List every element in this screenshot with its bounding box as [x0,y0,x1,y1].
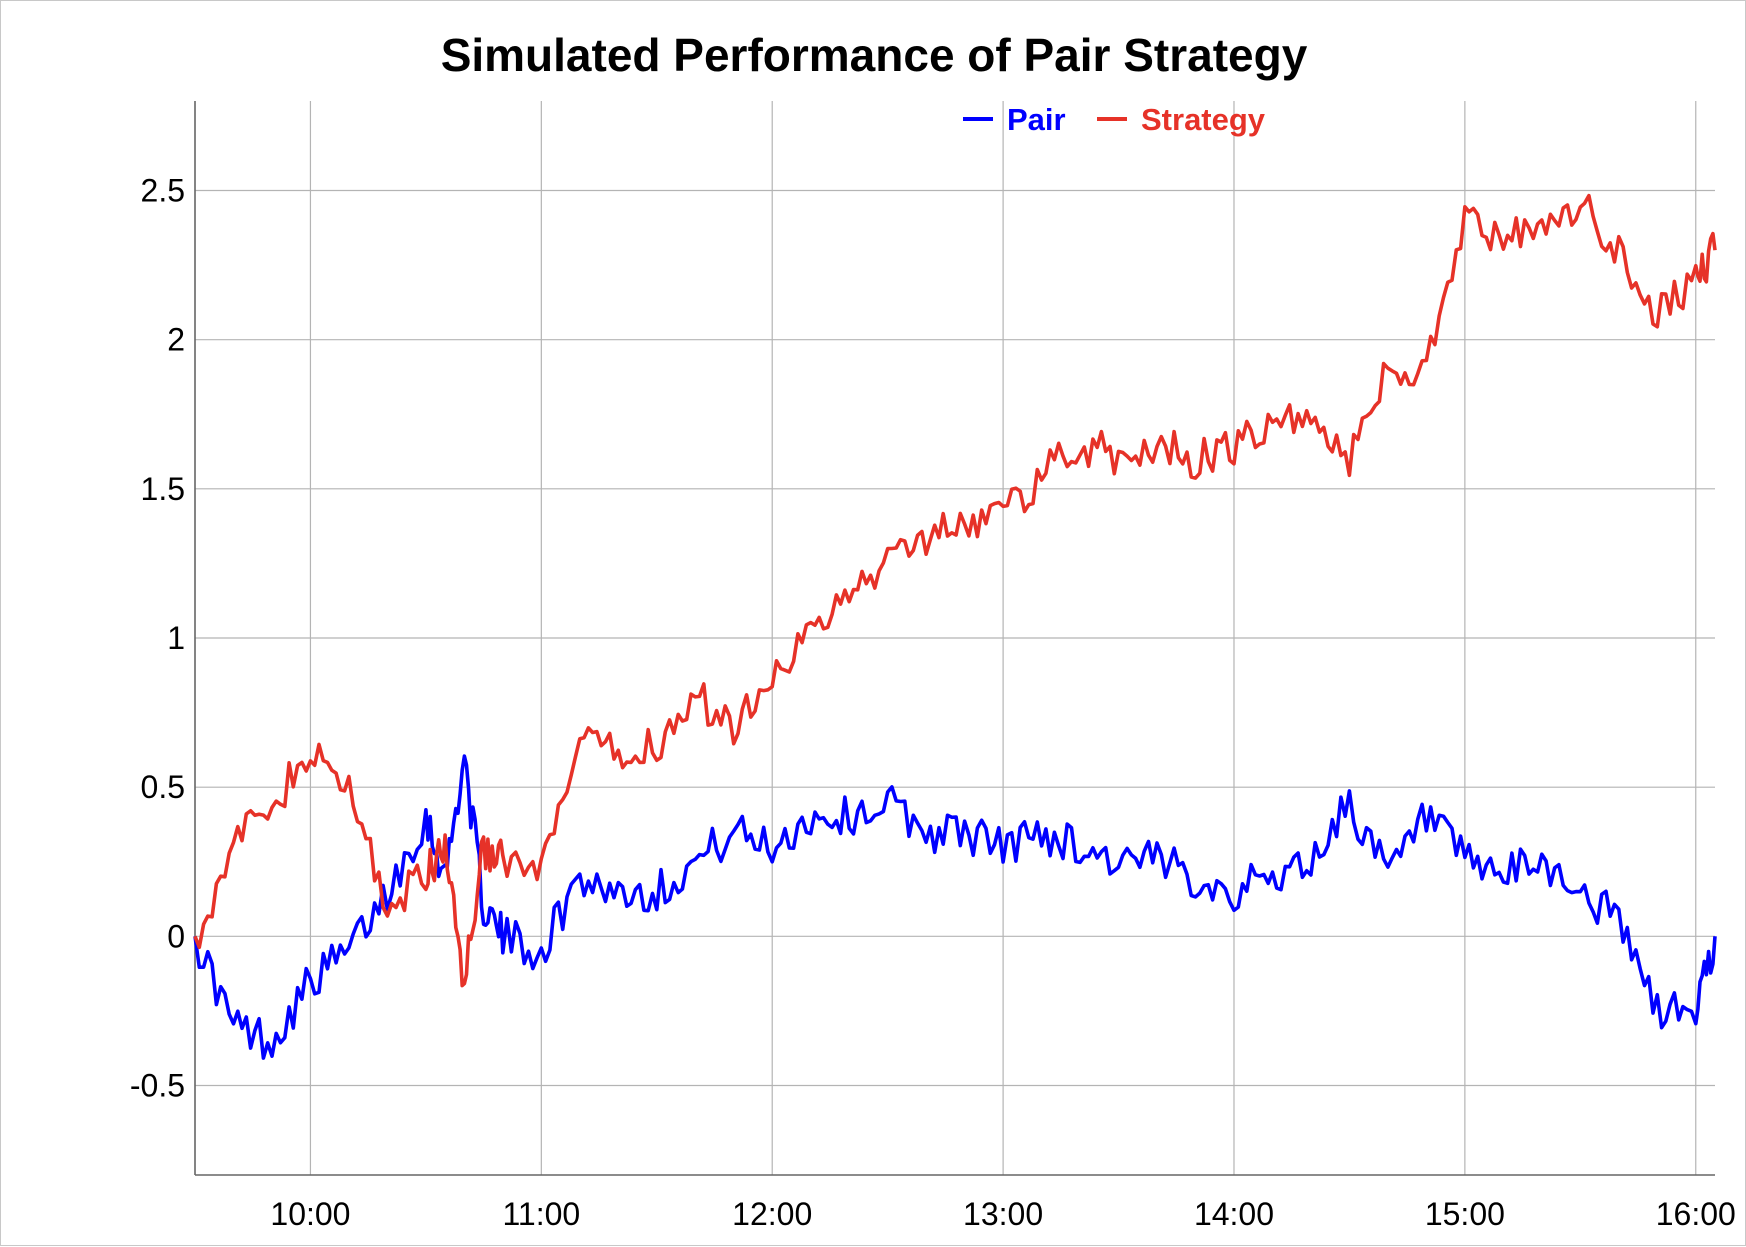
x-tick-label: 14:00 [1194,1196,1274,1232]
x-tick-label: 13:00 [963,1196,1043,1232]
series-line-strategy [193,193,1717,988]
y-tick-labels: -0.5 0 0.5 1 1.5 2 2.5 [130,173,185,1104]
grid-lines [195,101,1715,1175]
series-line-pair [193,754,1717,1060]
y-tick-label: 0 [167,918,185,954]
y-tick-label: 1 [167,620,185,656]
y-tick-label: 1.5 [141,471,185,507]
legend-label-pair: Pair [1007,102,1066,137]
x-tick-labels: 10:00 11:00 12:00 13:00 14:00 15:00 16:00 [270,1196,1735,1232]
axes [194,101,1715,1176]
chart-title: Simulated Performance of Pair Strategy [441,29,1308,81]
legend: Pair Strategy [963,102,1266,137]
x-tick-label: 10:00 [270,1196,350,1232]
x-tick-label: 11:00 [502,1196,580,1232]
series-layer [193,193,1717,1060]
x-tick-label: 12:00 [732,1196,812,1232]
y-tick-label: 2 [167,322,185,358]
x-tick-label: 16:00 [1656,1196,1736,1232]
y-tick-label: 0.5 [141,769,185,805]
x-tick-label: 15:00 [1425,1196,1505,1232]
legend-label-strategy: Strategy [1141,102,1266,137]
y-tick-label: 2.5 [141,173,185,209]
y-tick-label: -0.5 [130,1068,185,1104]
